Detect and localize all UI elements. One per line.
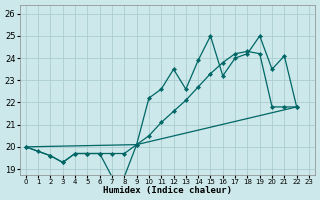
X-axis label: Humidex (Indice chaleur): Humidex (Indice chaleur)	[103, 186, 232, 195]
